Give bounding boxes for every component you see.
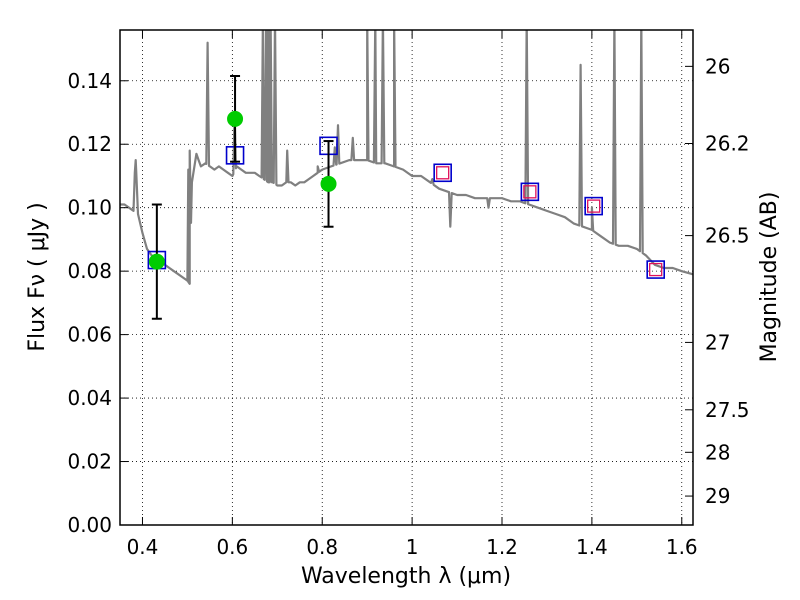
y-axis-label: Flux Fν ( μJy ) bbox=[25, 202, 50, 351]
right-tick-label: 26.5 bbox=[705, 224, 750, 248]
right-tick-label: 27.5 bbox=[705, 398, 750, 422]
x-tick-label: 0.8 bbox=[306, 535, 338, 559]
observed-point bbox=[227, 110, 244, 127]
observed-point bbox=[320, 175, 337, 192]
model-point-inner bbox=[587, 199, 601, 213]
grid bbox=[120, 30, 693, 525]
y-tick-label: 0.04 bbox=[67, 386, 112, 410]
model-spectrum-line bbox=[120, 30, 693, 285]
y-axis-ticks: 0.00 0.02 0.04 0.06 0.08 0.10 0.12 0.14 bbox=[67, 69, 128, 537]
right-axis-label: Magnitude (AB) bbox=[757, 192, 782, 363]
model-point-inner bbox=[649, 262, 663, 277]
model-point-inner bbox=[436, 166, 450, 180]
right-tick-label: 29 bbox=[705, 484, 730, 508]
x-axis-ticks: 0.4 0.6 0.8 1 1.2 1.4 1.6 bbox=[127, 30, 698, 559]
right-tick-label: 26.2 bbox=[705, 132, 750, 156]
right-axis-ticks: 26 26.2 26.5 27 27.5 28 29 bbox=[685, 54, 750, 508]
x-axis-label: Wavelength λ (μm) bbox=[301, 564, 511, 589]
y-tick-label: 0.02 bbox=[67, 450, 112, 474]
model-point bbox=[433, 163, 452, 183]
x-tick-label: 1.4 bbox=[576, 535, 608, 559]
y-tick-label: 0.12 bbox=[67, 132, 112, 156]
model-point bbox=[520, 182, 540, 202]
x-tick-label: 1.2 bbox=[486, 535, 518, 559]
right-tick-label: 28 bbox=[705, 440, 730, 464]
y-tick-label: 0.14 bbox=[67, 69, 112, 93]
x-tick-label: 1.6 bbox=[666, 535, 698, 559]
y-tick-label: 0.06 bbox=[67, 323, 112, 347]
plot-frame bbox=[119, 29, 694, 526]
y-tick-label: 0.08 bbox=[67, 259, 112, 283]
x-tick-label: 0.4 bbox=[127, 535, 159, 559]
observed-point bbox=[148, 253, 165, 270]
model-point bbox=[584, 196, 603, 216]
model-point bbox=[646, 260, 665, 279]
right-tick-label: 27 bbox=[705, 330, 730, 354]
x-tick-label: 1 bbox=[406, 535, 419, 559]
observed-photometry-layer bbox=[148, 75, 337, 320]
model-point-inner bbox=[523, 185, 537, 199]
y-tick-label: 0.00 bbox=[67, 513, 112, 537]
right-tick-label: 26 bbox=[705, 54, 730, 78]
model-spectrum-layer bbox=[120, 30, 693, 285]
x-tick-label: 0.6 bbox=[216, 535, 248, 559]
y-tick-label: 0.10 bbox=[67, 196, 112, 220]
